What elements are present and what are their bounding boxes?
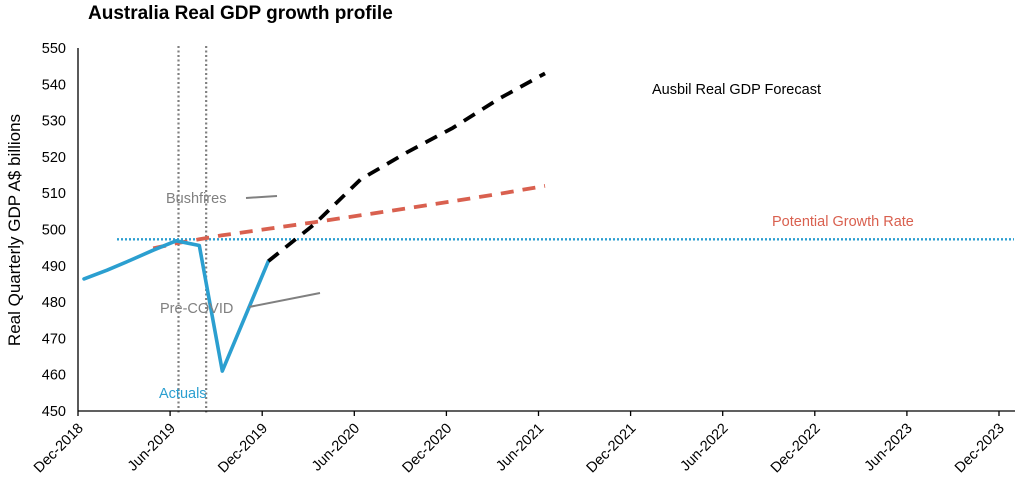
- x-tick-label: Jun-2022: [677, 421, 731, 475]
- y-tick-label: 510: [42, 186, 66, 202]
- y-tick-label: 500: [42, 223, 66, 239]
- y-tick-label: 480: [42, 295, 66, 311]
- y-tick-label: 460: [42, 368, 66, 384]
- y-tick-label: 530: [42, 114, 66, 130]
- series-ausbil-real-gdp-forecast: [267, 71, 546, 263]
- y-tick-label: 550: [42, 41, 66, 57]
- pre-covid-leader-line: [248, 292, 321, 308]
- bushfires-leader-line: [245, 195, 278, 199]
- annotation-potential-growth: Potential Growth Rate: [772, 214, 914, 230]
- x-tick-label: Jun-2021: [493, 421, 547, 475]
- series-actuals: [82, 239, 271, 373]
- x-tick-label: Jun-2020: [309, 421, 363, 475]
- y-tick-label: 490: [42, 259, 66, 275]
- annotation-actuals: Actuals: [159, 386, 207, 402]
- y-axis-title: Real Quarterly GDP A$ billions: [5, 114, 24, 346]
- x-tick-label: Dec-2023: [952, 421, 1008, 477]
- x-tick-label: Dec-2022: [768, 421, 824, 477]
- y-tick-label: 520: [42, 150, 66, 166]
- x-tick-label: Dec-2018: [31, 421, 87, 477]
- x-tick-label: Dec-2021: [584, 421, 640, 477]
- x-tick-label: Dec-2019: [215, 421, 271, 477]
- chart-title: Australia Real GDP growth profile: [88, 3, 393, 24]
- y-tick-label: 450: [42, 404, 66, 420]
- x-tick-label: Jun-2023: [862, 421, 916, 475]
- annotation-bushfires: Bushfires: [166, 191, 226, 207]
- annotation-forecast: Ausbil Real GDP Forecast: [652, 82, 821, 98]
- x-tick-label: Dec-2020: [399, 421, 455, 477]
- annotation-pre-covid: Pre-COVID: [160, 301, 233, 317]
- x-tick-label: Jun-2019: [125, 421, 179, 475]
- y-tick-label: 540: [42, 77, 66, 93]
- y-tick-label: 470: [42, 331, 66, 347]
